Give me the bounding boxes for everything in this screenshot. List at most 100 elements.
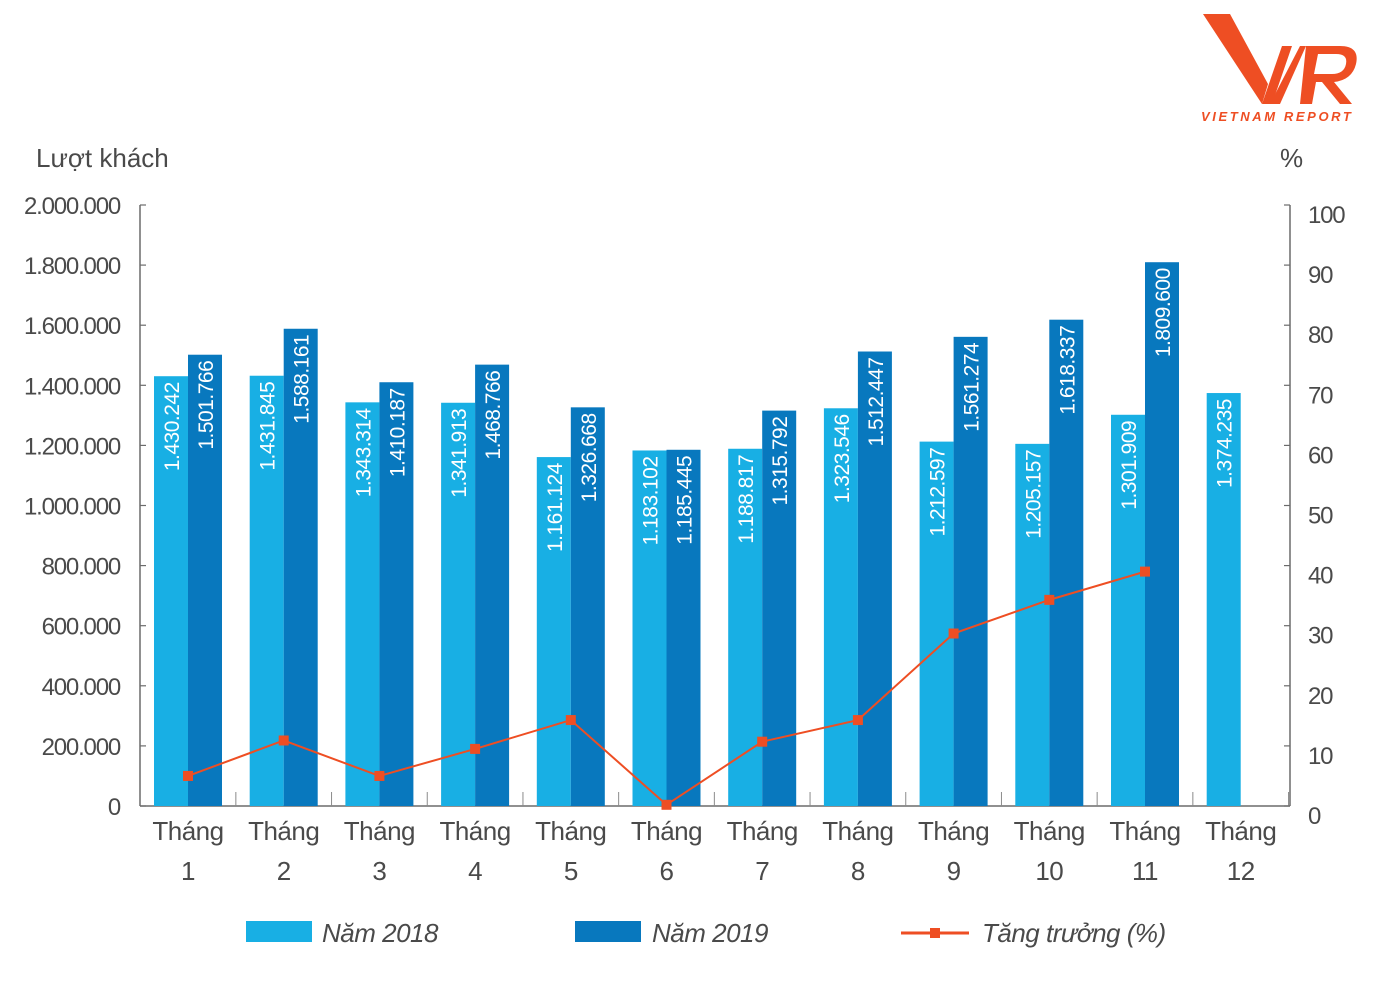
bar-label-2018: 1.323.546 (831, 414, 854, 503)
bar-label-2019: 1.618.337 (1056, 326, 1079, 415)
bar-label-2019: 1.561.274 (961, 342, 984, 432)
y2-tick-label: 100 (1308, 202, 1345, 229)
bar-label-2018: 1.205.157 (1022, 450, 1045, 539)
y-tick-label: 400.000 (42, 674, 121, 701)
y2-tick-label: 80 (1308, 322, 1333, 349)
x-label-month: Tháng (152, 816, 223, 846)
bar-2019 (570, 407, 605, 806)
growth-point (661, 799, 672, 810)
bar-2018 (919, 441, 954, 806)
growth-point (948, 628, 959, 639)
growth-point (278, 735, 289, 746)
y2-tick-label: 70 (1308, 382, 1333, 409)
y2-tick-label: 60 (1308, 442, 1333, 469)
bar-label-2018: 1.431.845 (257, 382, 280, 471)
x-label-number: 10 (1035, 856, 1063, 886)
bar-2019 (1049, 319, 1084, 806)
bar-2019 (475, 364, 510, 806)
bar-label-2019: 1.185.445 (674, 456, 697, 545)
bar-2018 (154, 376, 188, 806)
logo-text: VIETNAM REPORT (1201, 109, 1353, 124)
growth-line (183, 566, 1150, 810)
x-label-number: 5 (564, 856, 578, 886)
vnr-logo-mark (1203, 14, 1357, 104)
bar-2019 (379, 382, 414, 806)
bar-label-2018: 1.343.314 (352, 408, 375, 498)
bar-2018 (632, 450, 667, 806)
y-tick-label: 1.400.000 (24, 373, 121, 400)
x-label-number: 7 (755, 856, 769, 886)
bar-label-2018: 1.183.102 (640, 456, 663, 545)
bar-label-2018: 1.161.124 (544, 462, 567, 552)
bar-2018 (249, 375, 284, 806)
bar-2018 (536, 457, 571, 806)
y2-tick-label: 20 (1308, 683, 1333, 710)
x-label-number: 11 (1132, 856, 1158, 886)
x-label-month: Tháng (727, 816, 798, 846)
bar-label-2019: 1.326.668 (578, 413, 601, 502)
y2-tick-label: 40 (1308, 563, 1333, 590)
bar-label-2019: 1.468.766 (482, 371, 505, 460)
bar-label-2018: 1.430.242 (161, 382, 184, 471)
bar-label-2019: 1.315.792 (769, 417, 792, 506)
y-tick-label: 200.000 (42, 734, 121, 761)
legend-label-2018: Năm 2018 (322, 918, 439, 948)
growth-point (565, 715, 576, 726)
x-label-month: Tháng (1205, 816, 1276, 846)
x-label-number: 8 (851, 856, 865, 886)
y2-tick-label: 50 (1308, 503, 1333, 530)
y2-tick-label: 10 (1308, 743, 1333, 770)
x-axis-labels: Tháng 1 Tháng 2 Tháng 3 Tháng 4 Tháng 5 Tháng 6 Thán… (152, 816, 1276, 886)
x-label-number: 3 (372, 856, 386, 886)
bar-label-2019: 1.410.187 (386, 388, 409, 477)
y-tick-label: 1.800.000 (24, 253, 121, 280)
legend-swatch-2019 (575, 921, 641, 942)
x-label-month: Tháng (535, 816, 606, 846)
y2-axis-title: % (1280, 143, 1303, 173)
y-axis-ticks: 0 200.000 400.000 600.000 800.000 1.000.000 1.… (24, 193, 146, 821)
bar-label-2019: 1.501.766 (195, 361, 218, 450)
x-label-month: Tháng (822, 816, 893, 846)
bar-label-2019: 1.588.161 (291, 335, 314, 424)
bar-2018 (441, 402, 476, 806)
bar-2018 (1015, 443, 1050, 806)
bar-2019 (953, 336, 988, 806)
bar-label-2018: 1.341.913 (448, 409, 471, 498)
growth-point (1044, 594, 1055, 605)
growth-point (470, 743, 481, 754)
x-label-number: 4 (468, 856, 482, 886)
y2-tick-label: 0 (1308, 803, 1321, 830)
bar-2019 (1145, 262, 1179, 806)
x-label-month: Tháng (918, 816, 989, 846)
legend: Năm 2018 Năm 2019 Tăng trưởng (%) (246, 918, 1166, 948)
bar-2018 (823, 408, 858, 806)
x-label-number: 9 (947, 856, 961, 886)
x-label-month: Tháng (1014, 816, 1085, 846)
legend-label-2019: Năm 2019 (652, 918, 768, 948)
x-label-month: Tháng (631, 816, 702, 846)
y2-axis-ticks: 0 10 20 30 40 50 60 70 80 90 100 (1284, 202, 1346, 830)
bars: 1.430.242 1.501.766 1.431.845 1.588.161 1.34… (154, 262, 1241, 806)
bar-label-2018: 1.188.817 (735, 455, 758, 544)
x-label-month: Tháng (344, 816, 415, 846)
bar-label-2019: 1.809.600 (1152, 268, 1175, 357)
bar-2019 (857, 351, 892, 806)
y-tick-label: 600.000 (42, 614, 121, 641)
y-axis-title: Lượt khách (36, 143, 169, 173)
y-tick-label: 1.200.000 (24, 433, 121, 460)
x-label-number: 6 (660, 856, 674, 886)
bar-2019 (666, 449, 701, 806)
growth-point (1140, 566, 1150, 577)
y2-tick-label: 90 (1308, 262, 1333, 289)
x-label-number: 1 (181, 856, 195, 886)
bar-2019 (188, 354, 222, 806)
growth-point (757, 736, 768, 747)
x-label-month: Tháng (439, 816, 510, 846)
bar-label-2018: 1.374.235 (1214, 399, 1237, 488)
y-tick-label: 1.000.000 (24, 494, 121, 521)
y-tick-label: 800.000 (42, 554, 121, 581)
growth-point (852, 715, 863, 726)
x-label-month: Tháng (1109, 816, 1180, 846)
growth-point (374, 770, 385, 781)
y-tick-label: 0 (108, 794, 121, 821)
